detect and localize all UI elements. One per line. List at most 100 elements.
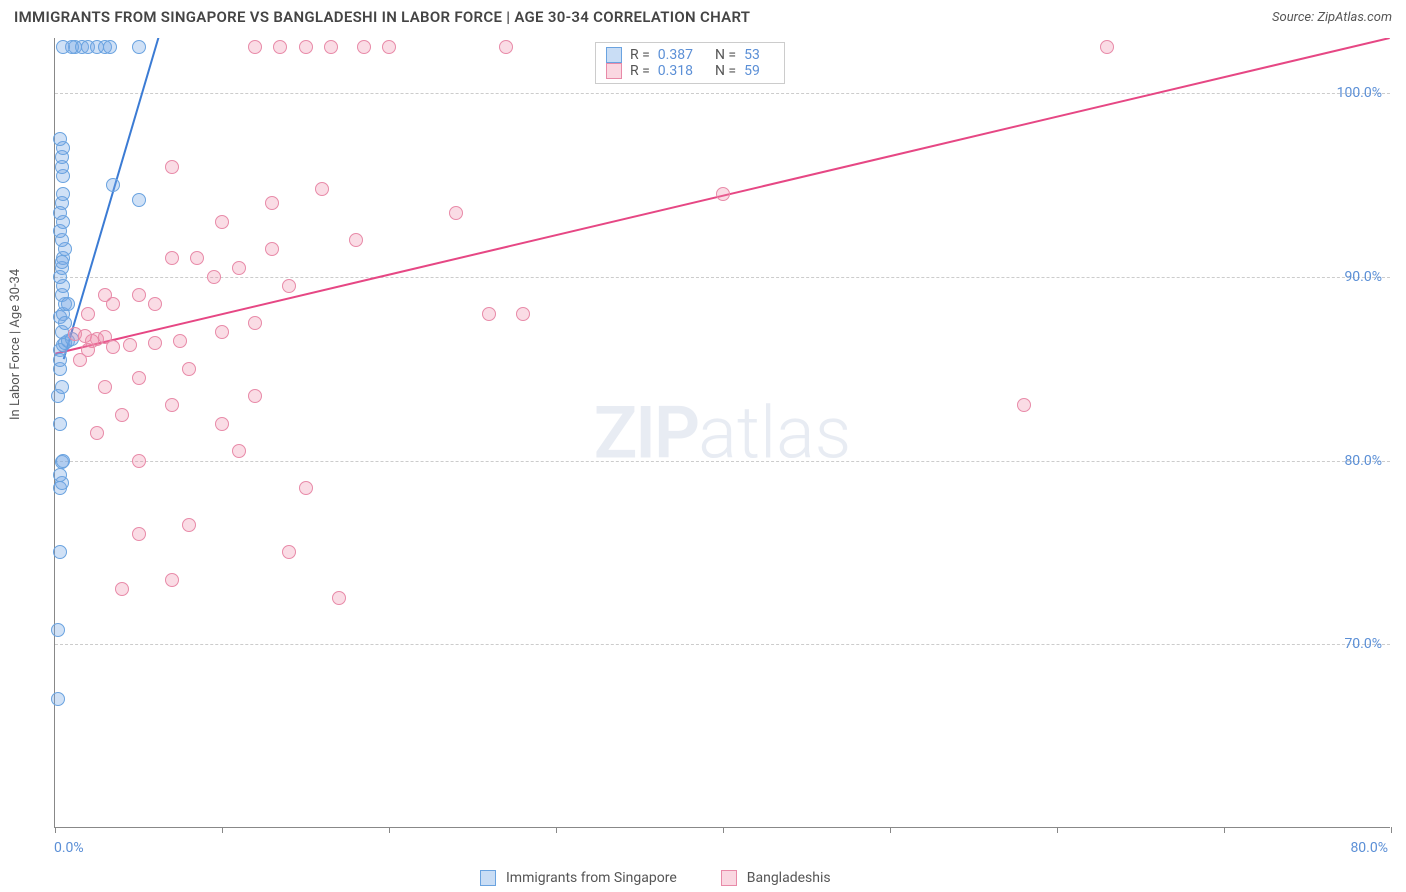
- data-point: [207, 270, 221, 284]
- data-point: [148, 336, 162, 350]
- x-tick: [556, 827, 557, 833]
- x-tick: [1391, 827, 1392, 833]
- data-point: [324, 40, 338, 54]
- data-point: [68, 327, 82, 341]
- data-point: [190, 251, 204, 265]
- data-point: [248, 316, 262, 330]
- correlation-legend: R = 0.387 N = 53 R = 0.318 N = 59: [595, 42, 785, 84]
- data-point: [53, 353, 67, 367]
- series-legend: Immigrants from Singapore Bangladeshis: [480, 870, 831, 886]
- data-point: [299, 40, 313, 54]
- data-point: [449, 206, 463, 220]
- data-point: [299, 481, 313, 495]
- plot-area: ZIPatlas 70.0% 80.0% 90.0% 100.0% R = 0.387…: [54, 38, 1390, 828]
- data-point: [115, 582, 129, 596]
- legend-row-singapore: R = 0.387 N = 53: [606, 47, 774, 63]
- gridline: [55, 277, 1390, 278]
- data-point: [315, 182, 329, 196]
- x-tick: [1224, 827, 1225, 833]
- legend-label-bangladeshi: Bangladeshis: [747, 870, 831, 886]
- data-point: [215, 215, 229, 229]
- data-point: [165, 160, 179, 174]
- data-point: [282, 545, 296, 559]
- data-point: [215, 417, 229, 431]
- data-point: [51, 623, 65, 637]
- data-point: [56, 187, 70, 201]
- data-point: [332, 591, 346, 605]
- data-point: [173, 334, 187, 348]
- y-tick-label: 90.0%: [1344, 269, 1382, 285]
- data-point: [103, 40, 117, 54]
- y-tick-label: 70.0%: [1344, 636, 1382, 652]
- x-tick: [723, 827, 724, 833]
- data-point: [182, 362, 196, 376]
- data-point: [123, 338, 137, 352]
- data-point: [265, 196, 279, 210]
- data-point: [273, 40, 287, 54]
- data-point: [516, 307, 530, 321]
- data-point: [53, 206, 67, 220]
- data-point: [232, 261, 246, 275]
- source-attribution: Source: ZipAtlas.com: [1272, 10, 1392, 25]
- data-point: [81, 307, 95, 321]
- data-point: [282, 279, 296, 293]
- data-point: [182, 518, 196, 532]
- data-point: [165, 251, 179, 265]
- swatch-bangladeshi: [721, 870, 737, 886]
- data-point: [115, 408, 129, 422]
- data-point: [51, 692, 65, 706]
- data-point: [98, 380, 112, 394]
- data-point: [132, 527, 146, 541]
- gridline: [55, 644, 1390, 645]
- data-point: [165, 573, 179, 587]
- data-point: [55, 255, 69, 269]
- data-point: [132, 371, 146, 385]
- gridline: [55, 461, 1390, 462]
- watermark: ZIPatlas: [594, 390, 852, 475]
- x-tick: [222, 827, 223, 833]
- data-point: [61, 297, 75, 311]
- data-point: [1017, 398, 1031, 412]
- data-point: [716, 187, 730, 201]
- legend-label-singapore: Immigrants from Singapore: [506, 870, 677, 886]
- swatch-singapore: [480, 870, 496, 886]
- data-point: [265, 242, 279, 256]
- y-tick-label: 80.0%: [1344, 453, 1382, 469]
- data-point: [1100, 40, 1114, 54]
- gridline: [55, 93, 1390, 94]
- data-point: [53, 417, 67, 431]
- data-point: [248, 40, 262, 54]
- data-point: [132, 40, 146, 54]
- data-point: [499, 40, 513, 54]
- data-point: [382, 40, 396, 54]
- y-tick-label: 100.0%: [1337, 85, 1382, 101]
- data-point: [148, 297, 162, 311]
- data-point: [482, 307, 496, 321]
- data-point: [165, 398, 179, 412]
- x-tick: [890, 827, 891, 833]
- y-axis-label: In Labor Force | Age 30-34: [8, 269, 23, 420]
- data-point: [215, 325, 229, 339]
- data-point: [53, 545, 67, 559]
- data-point: [132, 454, 146, 468]
- chart-title: IMMIGRANTS FROM SINGAPORE VS BANGLADESHI…: [14, 8, 750, 26]
- data-point: [56, 40, 70, 54]
- x-tick: [1057, 827, 1058, 833]
- x-tick: [389, 827, 390, 833]
- data-point: [56, 454, 70, 468]
- swatch-singapore: [606, 47, 622, 63]
- data-point: [357, 40, 371, 54]
- data-point: [248, 389, 262, 403]
- x-axis-min-label: 0.0%: [54, 840, 84, 856]
- data-point: [90, 426, 104, 440]
- data-point: [106, 178, 120, 192]
- data-point: [85, 334, 99, 348]
- data-point: [132, 193, 146, 207]
- swatch-bangladeshi: [606, 63, 622, 79]
- legend-row-bangladeshi: R = 0.318 N = 59: [606, 63, 774, 79]
- data-point: [53, 468, 67, 482]
- data-point: [53, 132, 67, 146]
- x-axis-max-label: 80.0%: [1350, 840, 1388, 856]
- data-point: [132, 288, 146, 302]
- data-point: [98, 330, 112, 344]
